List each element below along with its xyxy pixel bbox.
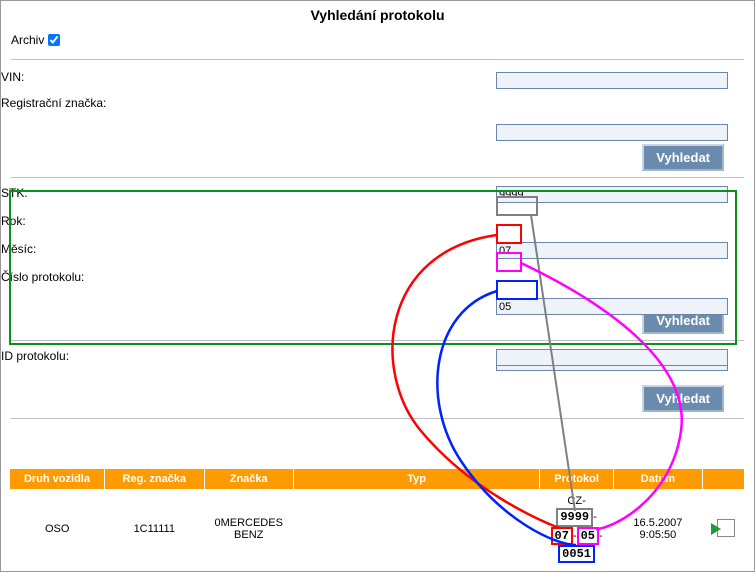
- export-icon[interactable]: [709, 517, 737, 539]
- col-druh: Druh vozidla: [10, 469, 104, 489]
- mesic-label: Měsíc:: [1, 242, 151, 256]
- results-table: Druh vozidla Reg. značka Značka Typ Prot…: [10, 469, 745, 569]
- cell-znacka: 0MERCEDES BENZ: [204, 489, 293, 569]
- search-button-1[interactable]: Vyhledat: [642, 144, 724, 171]
- datum-line1: 16.5.2007: [615, 517, 700, 529]
- table-header-row: Druh vozidla Reg. značka Značka Typ Prot…: [10, 469, 745, 489]
- protokol-p3: 05: [577, 527, 599, 545]
- id-label: ID protokolu:: [1, 349, 151, 363]
- table-row: OSO 1C11111 0MERCEDES BENZ CZ- 9999- 07 -…: [10, 489, 745, 569]
- cell-protokol: CZ- 9999- 07-05- 0051: [540, 489, 613, 569]
- col-action: [702, 469, 744, 489]
- cell-reg: 1C11111: [104, 489, 204, 569]
- cell-typ: [293, 489, 540, 569]
- cell-action: [702, 489, 744, 569]
- protokol-sep3: -: [599, 530, 603, 542]
- protokol-p4: 0051: [558, 545, 595, 563]
- archive-row: Archiv: [11, 33, 744, 47]
- col-datum: Datum: [613, 469, 702, 489]
- vin-input[interactable]: [496, 72, 728, 89]
- col-typ: Typ: [293, 469, 540, 489]
- protokol-p1: 9999: [556, 508, 593, 526]
- protokol-prefix: CZ-: [567, 495, 585, 507]
- datum-line2: 9:05:50: [615, 529, 700, 541]
- archive-label: Archiv: [11, 33, 44, 47]
- search-button-3[interactable]: Vyhledat: [642, 385, 724, 412]
- protokol-p2: 07: [551, 527, 573, 545]
- archive-checkbox[interactable]: [48, 34, 60, 46]
- vin-label: VIN:: [1, 70, 151, 84]
- id-input[interactable]: [496, 349, 728, 366]
- col-znacka: Značka: [204, 469, 293, 489]
- stk-input[interactable]: [496, 186, 728, 203]
- reg-label: Registrační značka:: [1, 96, 151, 110]
- stk-label: STK:: [1, 186, 151, 200]
- separator: [11, 59, 744, 60]
- protokol-sep1: -: [593, 511, 597, 523]
- col-reg: Reg. značka: [104, 469, 204, 489]
- separator: [11, 340, 744, 341]
- cell-druh: OSO: [10, 489, 104, 569]
- separator: [11, 177, 744, 178]
- rok-label: Rok:: [1, 214, 151, 228]
- col-protokol: Protokol: [540, 469, 613, 489]
- reg-input[interactable]: [496, 124, 728, 141]
- page-title: Vyhledání protokolu: [1, 1, 754, 27]
- cislo-label: Číslo protokolu:: [1, 270, 151, 284]
- mesic-input[interactable]: [496, 298, 728, 315]
- cell-datum: 16.5.2007 9:05:50: [613, 489, 702, 569]
- separator: [11, 418, 744, 419]
